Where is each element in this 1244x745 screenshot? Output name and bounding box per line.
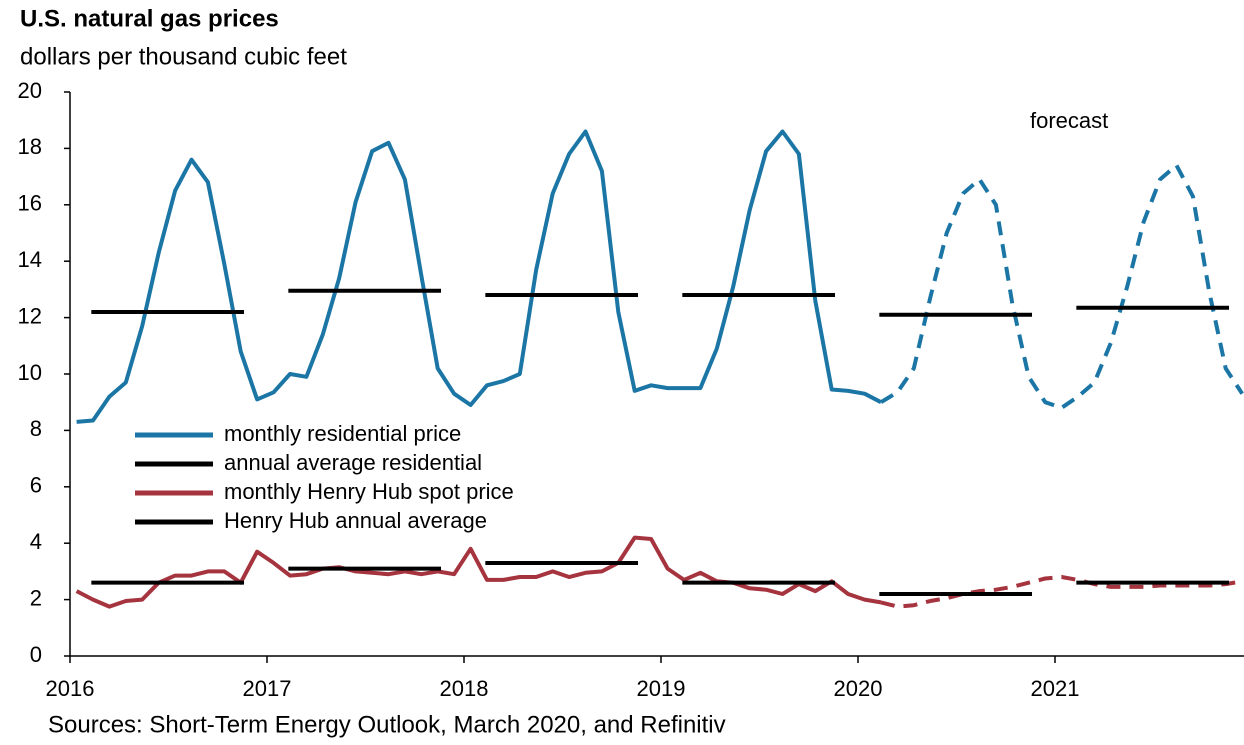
legend-label: monthly residential price xyxy=(224,421,461,446)
x-tick-label: 2017 xyxy=(243,676,292,701)
x-tick-label: 2020 xyxy=(834,676,883,701)
y-tick-label: 12 xyxy=(18,303,42,328)
y-tick-label: 4 xyxy=(30,529,42,554)
y-tick-label: 18 xyxy=(18,134,42,159)
chart-title: U.S. natural gas prices xyxy=(20,5,279,32)
annotation: forecast xyxy=(1030,108,1108,133)
y-tick-label: 14 xyxy=(18,247,42,272)
x-tick-label: 2019 xyxy=(637,676,686,701)
line xyxy=(76,129,882,424)
legend-label: monthly Henry Hub spot price xyxy=(224,479,514,504)
y-tick-label: 0 xyxy=(30,642,42,667)
y-tick-label: 20 xyxy=(18,78,42,103)
forecast-line xyxy=(879,163,1244,410)
y-tick-label: 16 xyxy=(18,191,42,216)
x-tick-label: 2016 xyxy=(46,676,95,701)
line xyxy=(75,535,882,609)
chart-subtitle: dollars per thousand cubic feet xyxy=(20,43,347,70)
y-tick-label: 2 xyxy=(30,585,42,610)
x-tick-label: 2021 xyxy=(1031,676,1080,701)
x-tick-label: 2018 xyxy=(440,676,489,701)
y-tick-label: 10 xyxy=(18,360,42,385)
legend-label: Henry Hub annual average xyxy=(224,508,487,533)
legend-label: annual average residential xyxy=(224,450,482,475)
y-tick-label: 8 xyxy=(30,416,42,441)
forecast-line xyxy=(880,575,1243,609)
source: Sources: Short-Term Energy Outlook, Marc… xyxy=(48,711,726,738)
y-tick-label: 6 xyxy=(30,473,42,498)
